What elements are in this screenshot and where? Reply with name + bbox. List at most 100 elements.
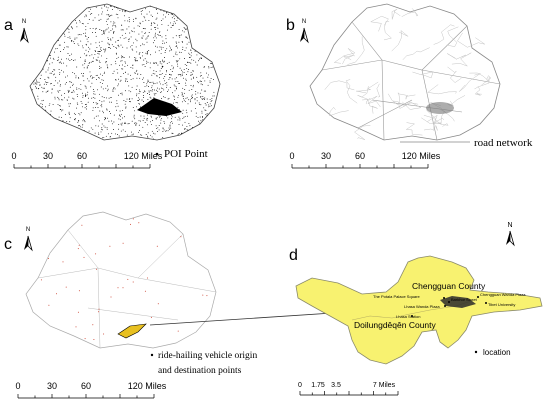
map-dot bbox=[41, 86, 43, 88]
map-dot bbox=[95, 59, 97, 61]
map-dot bbox=[102, 110, 104, 112]
map-dot bbox=[95, 42, 97, 44]
map-dot bbox=[192, 86, 194, 88]
map-dot bbox=[53, 73, 55, 75]
map-dot bbox=[173, 15, 175, 17]
map-dot bbox=[159, 61, 161, 62]
map-dot bbox=[72, 97, 74, 99]
map-dot bbox=[112, 37, 114, 39]
map-dot bbox=[64, 33, 65, 35]
map-dot bbox=[195, 93, 197, 95]
map-dot bbox=[104, 117, 106, 119]
map-dot bbox=[139, 130, 140, 132]
map-dot bbox=[101, 79, 103, 81]
map-dot bbox=[63, 71, 65, 73]
map-dot bbox=[70, 26, 72, 28]
map-dot bbox=[54, 69, 56, 71]
map-dot bbox=[104, 51, 106, 53]
map-dot bbox=[44, 79, 46, 80]
map-dot bbox=[142, 20, 144, 22]
map-dot bbox=[172, 102, 174, 104]
map-dot bbox=[123, 37, 125, 39]
map-dot bbox=[123, 56, 125, 58]
map-dot bbox=[138, 222, 140, 224]
road-segment bbox=[469, 72, 490, 82]
map-dot bbox=[97, 53, 99, 55]
map-dot bbox=[179, 58, 181, 60]
map-dot bbox=[85, 103, 87, 105]
map-dot bbox=[160, 48, 162, 50]
map-dot bbox=[138, 92, 140, 94]
map-dot bbox=[40, 74, 42, 76]
map-dot bbox=[132, 133, 134, 135]
map-dot bbox=[146, 124, 148, 126]
map-dot bbox=[184, 49, 186, 51]
map-dot bbox=[181, 101, 183, 103]
map-dot bbox=[56, 293, 57, 295]
map-dot bbox=[131, 30, 133, 32]
map-dot bbox=[180, 34, 182, 36]
map-dot bbox=[177, 330, 179, 332]
map-dot bbox=[206, 114, 208, 116]
map-dot bbox=[110, 47, 112, 49]
map-dot bbox=[114, 22, 116, 24]
map-dot bbox=[84, 104, 86, 105]
map-dot bbox=[181, 94, 183, 96]
map-dot bbox=[74, 38, 76, 40]
scale-tick-label: 0 bbox=[15, 381, 20, 391]
map-dot bbox=[189, 61, 191, 63]
map-dot bbox=[105, 6, 107, 8]
map-dot bbox=[139, 120, 141, 122]
map-dot bbox=[74, 37, 76, 39]
map-dot bbox=[186, 126, 188, 128]
map-dot bbox=[107, 90, 109, 92]
map-dot bbox=[116, 100, 118, 102]
map-dot bbox=[205, 109, 207, 111]
map-dot bbox=[210, 105, 212, 107]
map-dot bbox=[138, 97, 139, 99]
map-dot bbox=[164, 76, 166, 77]
map-dot bbox=[96, 74, 98, 76]
map-dot bbox=[146, 51, 148, 52]
map-dot bbox=[82, 47, 84, 49]
road-segment bbox=[447, 66, 462, 83]
map-dot bbox=[134, 122, 136, 124]
map-dot bbox=[158, 125, 160, 126]
road-segment bbox=[345, 79, 358, 104]
map-dot bbox=[73, 89, 74, 91]
map-dot bbox=[89, 27, 91, 29]
map-dot bbox=[138, 33, 140, 35]
map-dot bbox=[163, 121, 165, 123]
place-label-wanda-right: Chengguan Wanda Plaza bbox=[480, 292, 526, 297]
map-dot bbox=[108, 15, 110, 17]
map-dot bbox=[47, 82, 49, 84]
map-dot bbox=[168, 61, 170, 63]
map-dot bbox=[94, 32, 96, 33]
map-dot bbox=[184, 115, 186, 117]
panel-a: a N POI Point 0 30 60 120 Miles bbox=[4, 3, 221, 169]
map-dot bbox=[69, 81, 71, 83]
map-dot bbox=[51, 72, 53, 74]
map-dot bbox=[100, 105, 102, 107]
map-dot bbox=[183, 92, 185, 94]
urban-core bbox=[440, 296, 476, 308]
map-dot bbox=[145, 134, 147, 135]
map-dot bbox=[85, 32, 86, 34]
map-dot bbox=[55, 48, 57, 50]
map-dot bbox=[139, 98, 141, 100]
map-dot bbox=[117, 72, 119, 74]
map-dot bbox=[147, 93, 148, 94]
map-dot bbox=[136, 93, 138, 95]
map-dot bbox=[181, 69, 182, 71]
map-dot bbox=[184, 58, 185, 59]
map-dot bbox=[208, 106, 210, 108]
map-dot bbox=[53, 69, 55, 71]
map-dot bbox=[94, 53, 96, 55]
map-dot bbox=[42, 68, 44, 70]
map-dot bbox=[86, 38, 88, 40]
map-dot bbox=[162, 131, 164, 132]
map-dot bbox=[170, 27, 172, 28]
map-dot bbox=[174, 96, 176, 98]
map-dot bbox=[84, 338, 86, 340]
map-dot bbox=[131, 48, 133, 50]
